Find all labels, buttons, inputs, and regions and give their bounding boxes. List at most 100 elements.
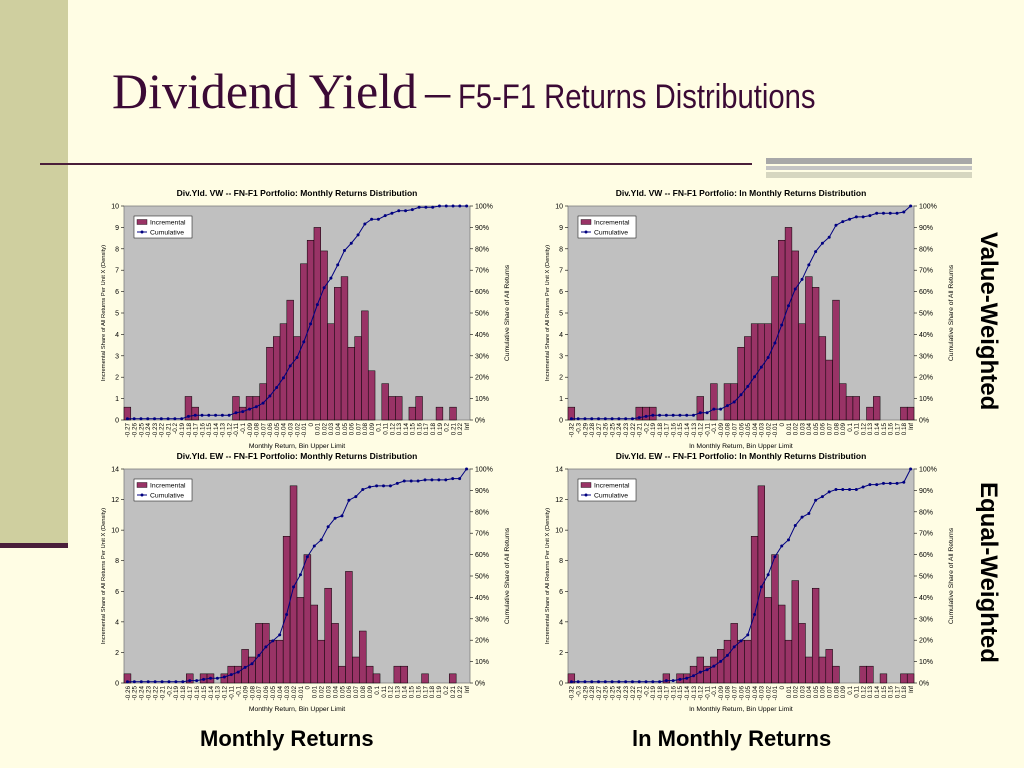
cumulative-point bbox=[786, 538, 790, 542]
cumulative-point bbox=[820, 495, 824, 499]
cumulative-point bbox=[834, 488, 838, 492]
x-tick-label: 0.21 bbox=[450, 686, 457, 699]
y2-tick-label: 80% bbox=[475, 246, 489, 253]
cumulative-point bbox=[298, 573, 302, 577]
cumulative-point bbox=[583, 417, 587, 421]
y-tick-label: 10 bbox=[555, 528, 563, 535]
cumulative-point bbox=[139, 680, 143, 684]
x-tick-label: -0.27 bbox=[125, 423, 132, 438]
y-tick-label: 9 bbox=[559, 225, 563, 232]
cumulative-point bbox=[278, 633, 282, 637]
x-tick-label: -0.05 bbox=[745, 423, 752, 438]
histogram-bar bbox=[255, 623, 263, 684]
y-tick-label: 12 bbox=[555, 497, 563, 504]
x-tick-label: -0.06 bbox=[738, 686, 745, 701]
histogram-bar bbox=[359, 630, 367, 684]
x-tick-label: -0.03 bbox=[288, 423, 295, 438]
histogram-bar bbox=[352, 656, 360, 684]
x-tick-label: -0.27 bbox=[596, 686, 603, 701]
cumulative-point bbox=[285, 613, 289, 617]
histogram-bar bbox=[832, 299, 840, 421]
histogram-bar bbox=[764, 597, 772, 684]
x-tick-label: -0.25 bbox=[609, 686, 616, 701]
cumulative-point bbox=[739, 639, 743, 643]
x-tick-label: 0.15 bbox=[881, 423, 888, 436]
x-tick-label: 0.08 bbox=[833, 686, 840, 699]
histogram-bar bbox=[757, 323, 765, 421]
x-tick-label: -0.18 bbox=[657, 423, 664, 438]
y2-tick-label: 80% bbox=[475, 509, 489, 516]
cumulative-point bbox=[854, 215, 858, 219]
x-tick-label: -0.12 bbox=[698, 423, 705, 438]
x-tick-label: -0.11 bbox=[229, 686, 236, 700]
histogram-bar bbox=[818, 656, 827, 684]
cumulative-point bbox=[302, 340, 306, 344]
x-tick-label: 0.03 bbox=[799, 423, 806, 436]
cumulative-point bbox=[902, 480, 906, 484]
x-tick-label: Inf bbox=[908, 686, 915, 693]
x-tick-label: 0.2 bbox=[443, 686, 450, 695]
cumulative-point bbox=[207, 413, 211, 417]
x-tick-label: -0.2 bbox=[166, 686, 173, 697]
cumulative-point bbox=[186, 414, 190, 418]
cumulative-point bbox=[827, 235, 831, 239]
decorative-bar bbox=[766, 166, 972, 170]
x-tick-label: -0.07 bbox=[732, 423, 739, 438]
y2-tick-label: 10% bbox=[475, 396, 489, 403]
cumulative-point bbox=[264, 645, 268, 649]
x-tick-label: 0.08 bbox=[360, 686, 367, 699]
x-tick-label: -0.22 bbox=[630, 686, 637, 701]
x-tick-label: 0.15 bbox=[408, 686, 415, 699]
legend-swatch-incremental bbox=[580, 482, 592, 488]
x-tick-label: Inf bbox=[464, 686, 471, 693]
cumulative-point bbox=[692, 674, 696, 678]
x-tick-label: -0.05 bbox=[274, 423, 281, 438]
x-tick-label: -0.08 bbox=[249, 686, 256, 701]
x-tick-label: 0.05 bbox=[339, 686, 346, 699]
x-tick-label: 0.04 bbox=[332, 686, 339, 699]
legend-box bbox=[577, 478, 637, 502]
y-tick-label: 7 bbox=[115, 268, 119, 275]
x-tick-label: 0.13 bbox=[867, 686, 874, 699]
cumulative-point bbox=[786, 304, 790, 308]
x-tick-label: -0.26 bbox=[131, 423, 138, 438]
histogram-bar bbox=[435, 406, 444, 421]
y2-tick-label: 20% bbox=[475, 638, 489, 645]
histogram-bar bbox=[334, 287, 342, 421]
x-tick-label: -0.18 bbox=[657, 686, 664, 701]
histogram-bar bbox=[757, 485, 765, 684]
x-tick-label: 0.07 bbox=[826, 686, 833, 699]
histogram-bar bbox=[365, 665, 374, 684]
x-tick-label: -0.02 bbox=[291, 686, 298, 701]
x-tick-label: 0.18 bbox=[429, 686, 436, 699]
x-tick-label: -0.12 bbox=[698, 686, 705, 701]
histogram-bar bbox=[778, 604, 786, 684]
x-tick-label: 0.04 bbox=[806, 423, 813, 436]
cumulative-point bbox=[417, 205, 421, 209]
cumulative-point bbox=[664, 413, 668, 417]
x-tick-label: 0.06 bbox=[820, 686, 827, 699]
cumulative-point bbox=[424, 205, 428, 209]
cumulative-point bbox=[671, 679, 675, 683]
x-tick-label: -0.12 bbox=[222, 686, 229, 701]
histogram-bar bbox=[737, 639, 745, 684]
legend-swatch-incremental bbox=[580, 219, 592, 225]
x-tick-label: -0.14 bbox=[208, 686, 215, 701]
histogram-bar bbox=[859, 665, 867, 684]
cumulative-point bbox=[312, 544, 316, 548]
x-tick-label: -0.21 bbox=[637, 686, 644, 701]
slide-title-dash: – bbox=[425, 63, 451, 119]
histogram-bar bbox=[750, 536, 759, 684]
x-tick-label: 0.04 bbox=[335, 423, 342, 436]
y2-tick-label: 30% bbox=[919, 353, 933, 360]
histogram-bar bbox=[367, 370, 376, 421]
y-tick-label: 6 bbox=[559, 289, 563, 296]
cumulative-point bbox=[153, 417, 157, 421]
histogram-bar bbox=[338, 665, 346, 684]
cumulative-point bbox=[195, 679, 199, 683]
x-tick-label: 0.11 bbox=[382, 423, 389, 435]
y2-tick-label: 20% bbox=[919, 375, 933, 382]
cumulative-point bbox=[739, 393, 743, 397]
y2-tick-label: 60% bbox=[919, 289, 933, 296]
histogram-bar bbox=[269, 639, 277, 684]
